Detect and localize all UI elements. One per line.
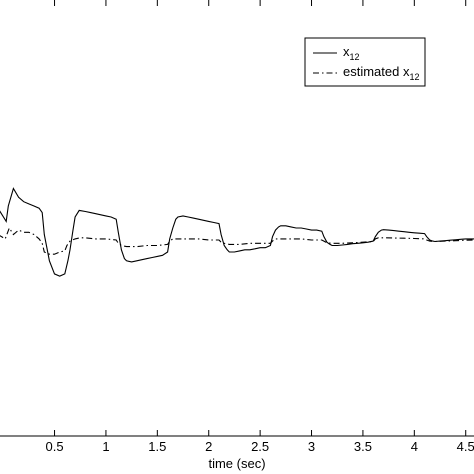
legend-entry-label: x12	[343, 44, 360, 62]
x-tick-label: 2	[205, 439, 212, 454]
x-tick-label: 0.5	[45, 439, 63, 454]
x-axis-label: time (sec)	[208, 456, 265, 471]
legend-entry-base: estimated x	[343, 64, 410, 79]
series-layer	[0, 187, 474, 277]
series-x12-line	[0, 187, 474, 277]
legend-entry-label: estimated x12	[343, 64, 420, 82]
x-tick-label: 3.5	[354, 439, 372, 454]
x-tick-label: 2.5	[251, 439, 269, 454]
legend-entry-subscript: 12	[350, 52, 360, 62]
x-tick-label: 1.5	[148, 439, 166, 454]
x-tick-label: 3	[308, 439, 315, 454]
x-tick-label: 4.5	[457, 439, 474, 454]
series-estimated-x12-line	[0, 226, 474, 255]
x-axis-ticks: 0.5 1 1.5 2 2.5 3 3.5 4 4.5	[45, 0, 474, 454]
x-tick-label: 1	[102, 439, 109, 454]
x-tick-label: 4	[411, 439, 418, 454]
legend-box	[304, 37, 426, 87]
legend-entry-subscript: 12	[409, 72, 419, 82]
legend-entry-base: x	[343, 44, 350, 59]
